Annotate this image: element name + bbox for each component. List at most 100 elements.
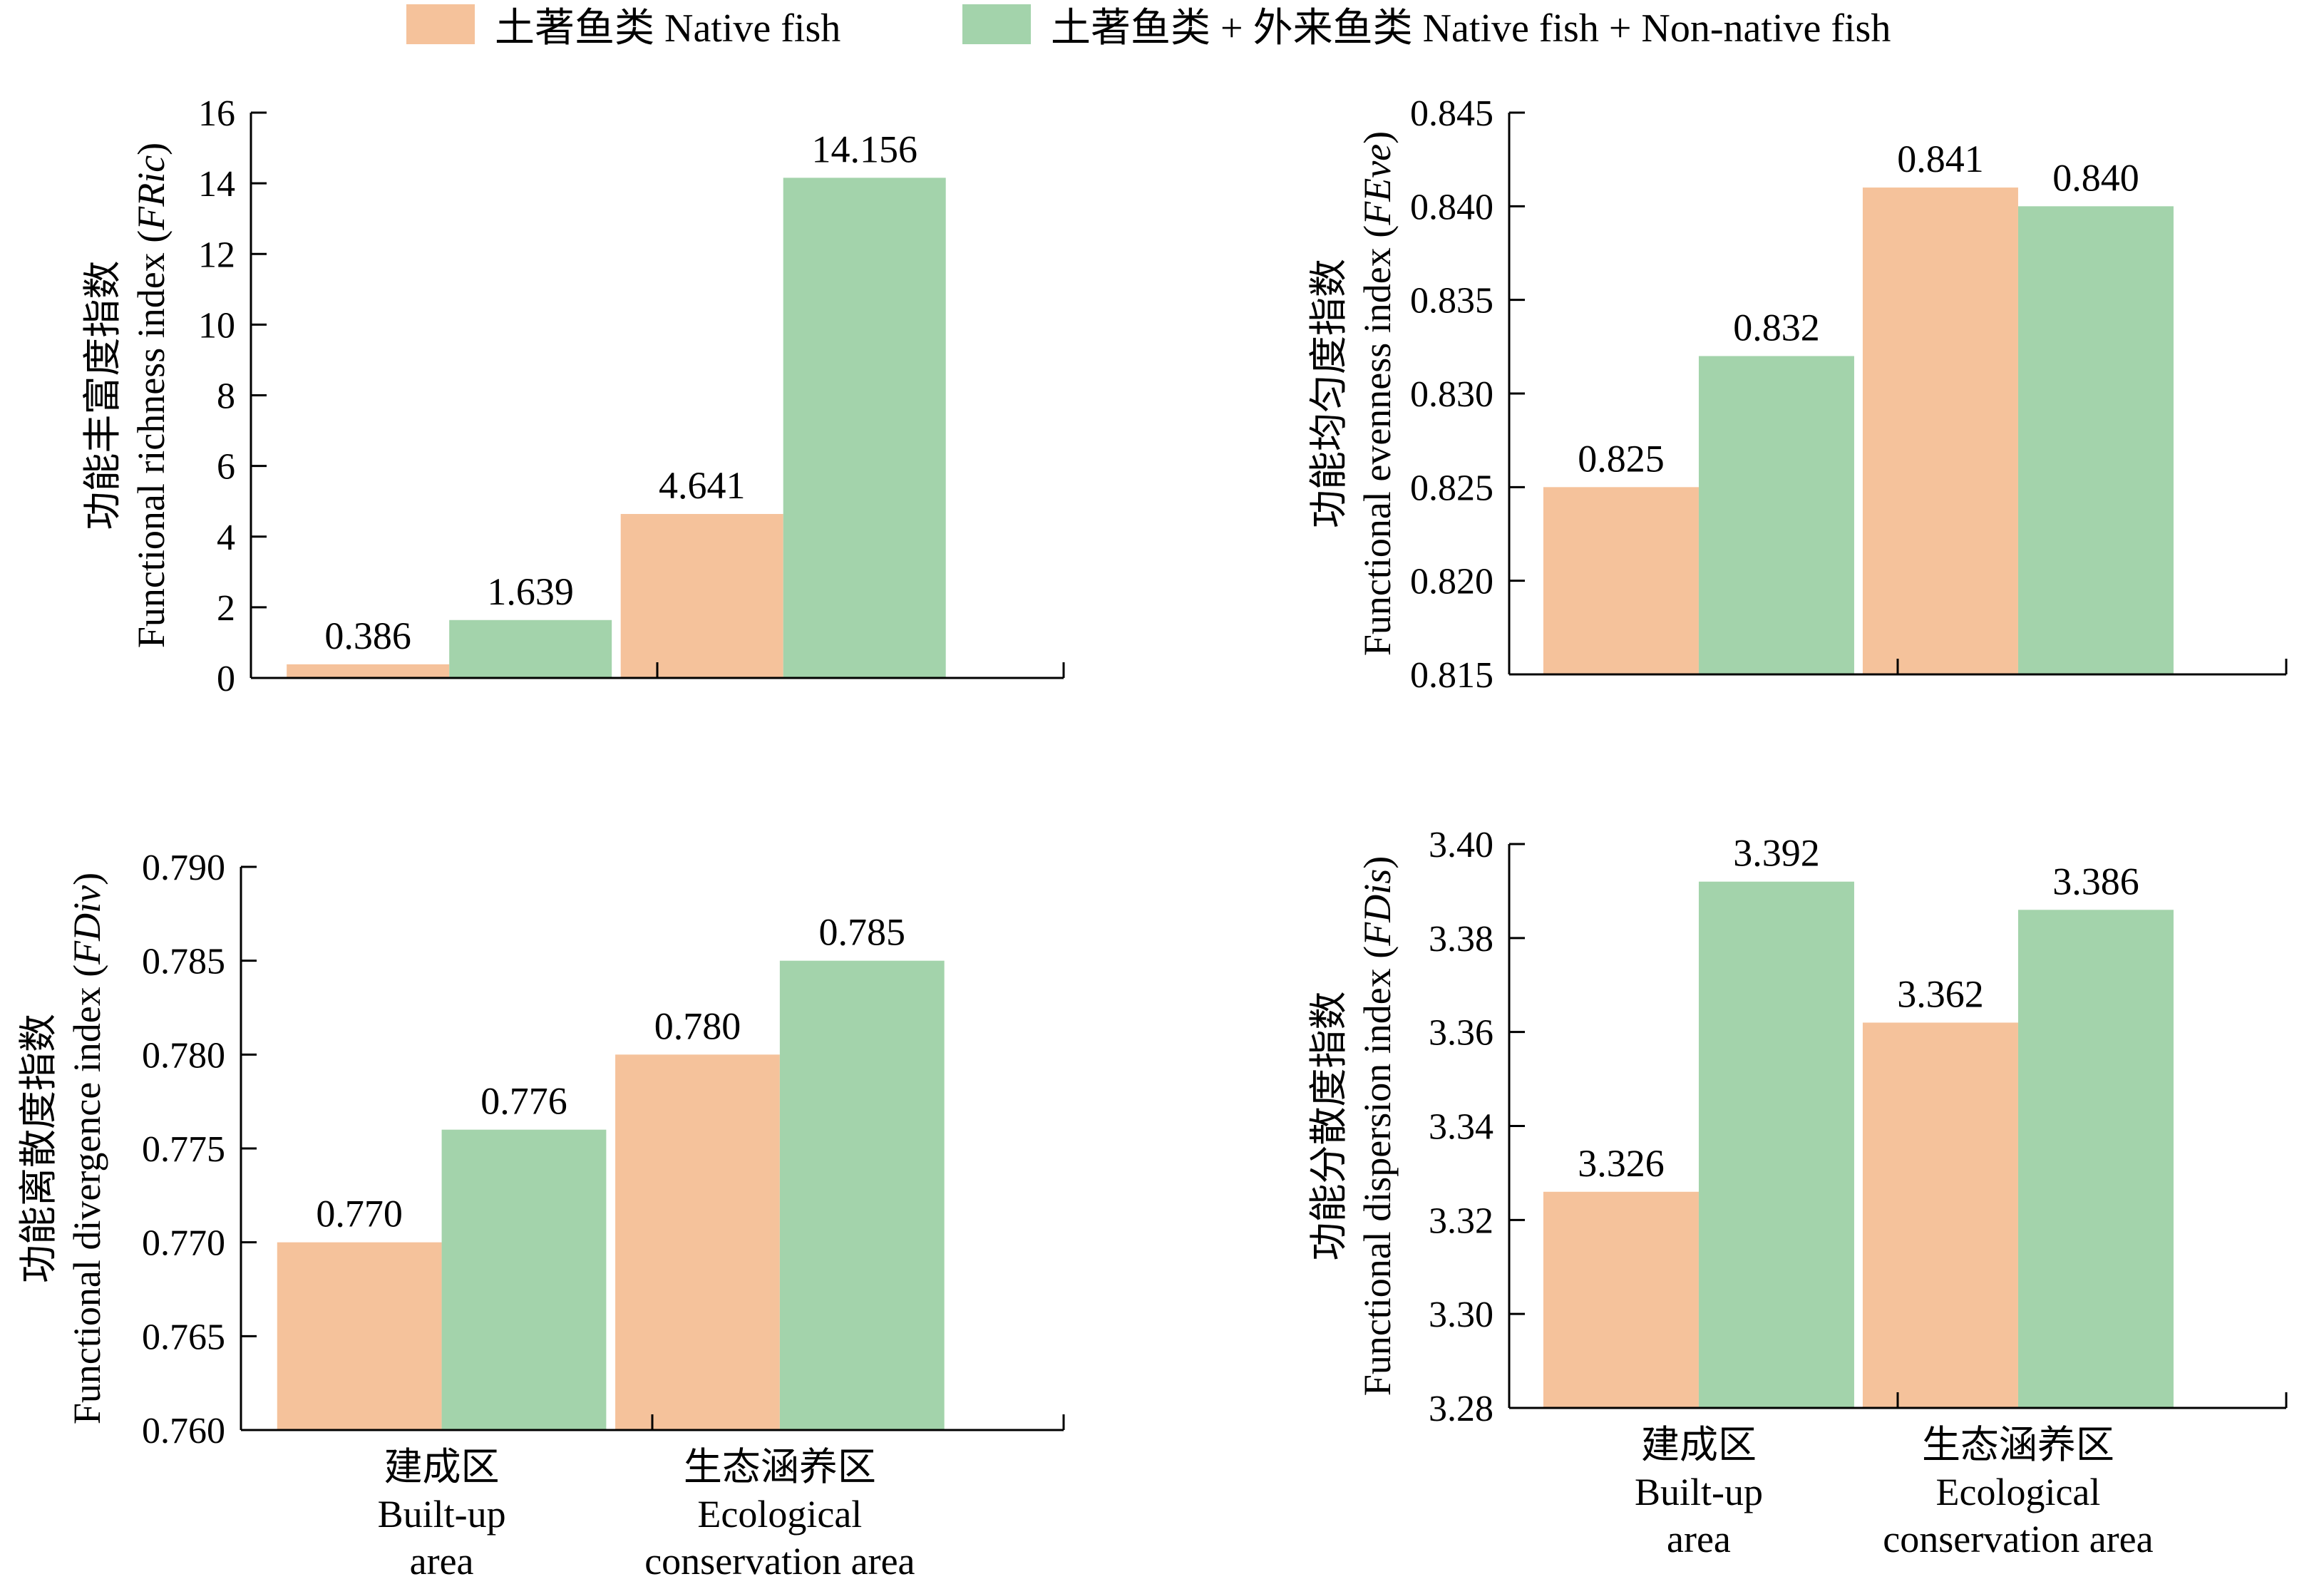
data-label: 3.326 bbox=[1578, 1142, 1665, 1185]
y-tick-label: 3.36 bbox=[1429, 1013, 1493, 1054]
chart-panel-3: 0.770 0.780 0.776 0.785 0.760 0.765 0.770 0.775… bbox=[17, 848, 1065, 1583]
y-axis-title-paren-close: ) bbox=[1356, 856, 1399, 869]
y-tick-label: 0.830 bbox=[1410, 374, 1493, 415]
y-tick-label: 0.770 bbox=[142, 1223, 225, 1264]
bar-native-nonnative-built-up bbox=[1698, 881, 1854, 1408]
y-axis-title-abbr: FDis bbox=[1356, 869, 1399, 947]
y-axis-title-paren-open: ( bbox=[66, 965, 108, 987]
bar-native-ecological bbox=[615, 1054, 780, 1430]
y-axis-title: 功能均匀度指数 Functional evenness index (FEve) bbox=[1307, 131, 1399, 656]
bar-native-ecological bbox=[620, 513, 783, 678]
data-label: 0.825 bbox=[1578, 437, 1665, 480]
bar-native-built-up bbox=[287, 664, 450, 678]
y-axis-title-paren-close: ) bbox=[66, 873, 108, 885]
y-axis-title: 功能分散度指数 Functional dispersion index (FDis… bbox=[1307, 856, 1399, 1396]
bar-native-nonnative-built-up bbox=[1698, 356, 1854, 674]
y-tick-label: 0.835 bbox=[1410, 281, 1493, 322]
y-tick-label: 4 bbox=[217, 518, 235, 558]
x-category-label: 建成区 bbox=[384, 1446, 500, 1488]
bar-native-nonnative-built-up bbox=[449, 619, 612, 678]
y-axis-title-en: Functional richness index (FRic) bbox=[130, 143, 173, 648]
y-axis-title: 功能离散度指数 Functional divergence index (FDiv… bbox=[17, 873, 108, 1424]
data-label: 0.780 bbox=[654, 1004, 741, 1047]
x-category-label: Ecological bbox=[1935, 1471, 2100, 1513]
y-tick-label: 0.760 bbox=[142, 1411, 225, 1451]
x-category-label: conservation area bbox=[644, 1540, 915, 1583]
legend-swatch-native bbox=[406, 4, 475, 44]
y-tick-label: 14 bbox=[198, 164, 235, 205]
y-axis-title-en-text: Functional evenness index bbox=[1356, 247, 1399, 656]
data-label: 3.392 bbox=[1733, 832, 1820, 875]
y-axis-title-cn: 功能离散度指数 bbox=[17, 1014, 60, 1283]
y-axis-title-cn: 功能丰富度指数 bbox=[81, 261, 124, 530]
y-tick-label: 0.775 bbox=[142, 1129, 225, 1170]
data-label: 3.362 bbox=[1897, 972, 1984, 1015]
legend-swatch-native-nonnative bbox=[962, 4, 1031, 44]
bar-native-nonnative-ecological bbox=[783, 178, 946, 678]
y-tick-label: 12 bbox=[198, 235, 235, 275]
x-category-label: Built-up bbox=[1635, 1471, 1763, 1513]
legend-label-native: 土著鱼类 Native fish bbox=[495, 6, 841, 51]
bar-native-nonnative-ecological bbox=[779, 960, 945, 1430]
y-axis-title-paren-open: ( bbox=[1356, 946, 1399, 968]
y-tick-label: 16 bbox=[198, 93, 235, 134]
data-label: 3.386 bbox=[2052, 860, 2139, 903]
legend: 土著鱼类 Native fish 土著鱼类 + 外来鱼类 Native fish… bbox=[0, 0, 2324, 51]
legend-label-native-nonnative: 土著鱼类 + 外来鱼类 Native fish + Non-native fis… bbox=[1051, 6, 1891, 51]
y-tick-label: 3.32 bbox=[1429, 1200, 1493, 1241]
y-tick-label: 8 bbox=[217, 376, 235, 417]
bar-native-nonnative-built-up bbox=[441, 1129, 607, 1430]
data-label: 0.832 bbox=[1733, 306, 1820, 349]
y-tick-label: 6 bbox=[217, 447, 235, 488]
y-tick-label: 0.825 bbox=[1410, 468, 1493, 508]
y-tick-label: 3.30 bbox=[1429, 1295, 1493, 1335]
data-label: 0.841 bbox=[1897, 138, 1984, 180]
y-tick-label: 10 bbox=[198, 305, 235, 346]
x-category-label: 生态涵养区 bbox=[1922, 1424, 2114, 1466]
y-tick-label: 2 bbox=[217, 588, 235, 629]
y-tick-label: 0 bbox=[217, 659, 235, 699]
data-label: 14.156 bbox=[811, 128, 917, 170]
y-tick-label: 0.785 bbox=[142, 942, 225, 982]
x-category-label: conservation area bbox=[1883, 1518, 2153, 1560]
y-tick-label: 0.815 bbox=[1410, 655, 1493, 696]
y-tick-label: 3.40 bbox=[1429, 825, 1493, 865]
legend-item-native-nonnative: 土著鱼类 + 外来鱼类 Native fish + Non-native fis… bbox=[962, 4, 1891, 51]
legend-item-native: 土著鱼类 Native fish bbox=[406, 4, 840, 51]
y-tick-label: 0.780 bbox=[142, 1035, 225, 1076]
data-label: 0.770 bbox=[316, 1193, 403, 1235]
y-axis-title-cn: 功能均匀度指数 bbox=[1307, 259, 1350, 528]
y-axis-title-en: Functional dispersion index (FDis) bbox=[1356, 856, 1399, 1396]
x-category-label: Ecological bbox=[697, 1493, 862, 1536]
y-tick-label: 3.28 bbox=[1429, 1389, 1493, 1429]
y-axis-title-abbr: FEve bbox=[1356, 144, 1399, 226]
x-category-label: 生态涵养区 bbox=[684, 1446, 876, 1488]
bar-native-built-up bbox=[1543, 487, 1699, 674]
data-label: 0.785 bbox=[819, 911, 906, 954]
y-axis-title-abbr: FDiv bbox=[66, 885, 108, 965]
chart-panel-1: 0.386 4.641 1.639 14.156 0 2 4 6 8 10 12 14 16 功能丰富度指… bbox=[81, 93, 1065, 699]
bar-native-ecological bbox=[1862, 187, 2018, 675]
y-axis-title-en-text: Functional divergence index bbox=[66, 987, 108, 1424]
y-tick-label: 0.765 bbox=[142, 1317, 225, 1357]
bar-native-built-up bbox=[277, 1242, 442, 1430]
y-axis-title-en-text: Functional dispersion index bbox=[1356, 968, 1399, 1396]
bar-native-built-up bbox=[1543, 1191, 1699, 1408]
y-tick-label: 0.840 bbox=[1410, 187, 1493, 227]
y-axis-title-paren-close: ) bbox=[130, 143, 173, 155]
data-label: 0.386 bbox=[324, 614, 411, 657]
y-axis-title-en: Functional evenness index (FEve) bbox=[1356, 131, 1399, 656]
y-axis-title-paren-close: ) bbox=[1356, 131, 1399, 144]
data-label: 0.840 bbox=[2052, 156, 2139, 199]
bar-native-nonnative-ecological bbox=[2017, 206, 2174, 674]
data-label: 1.639 bbox=[487, 570, 574, 613]
chart-panel-2: 0.825 0.841 0.832 0.840 0.815 0.820 0.825 0.830… bbox=[1307, 93, 2288, 696]
y-axis-title-abbr: FRic bbox=[130, 155, 173, 231]
y-tick-label: 0.820 bbox=[1410, 562, 1493, 602]
bar-native-nonnative-ecological bbox=[2017, 910, 2174, 1408]
y-tick-label: 3.38 bbox=[1429, 919, 1493, 960]
data-label: 0.776 bbox=[480, 1080, 567, 1123]
x-category-label: 建成区 bbox=[1641, 1424, 1757, 1466]
y-tick-label: 3.34 bbox=[1429, 1107, 1493, 1148]
